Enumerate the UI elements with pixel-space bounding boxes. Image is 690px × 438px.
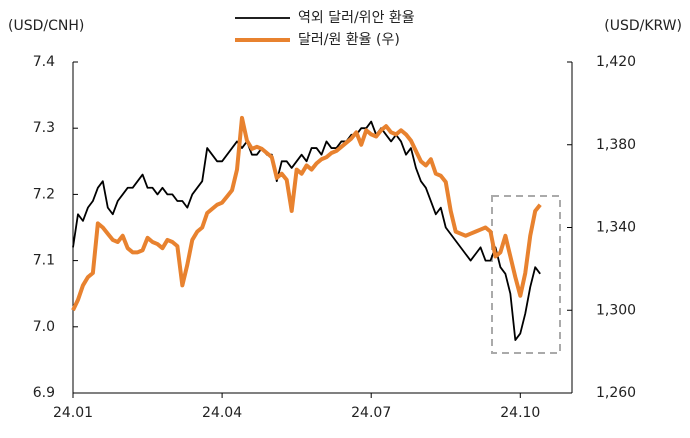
y2-tick-label: 1,380 [596,137,636,153]
highlight-box [491,195,561,354]
y-tick-label: 7.4 [33,54,55,70]
y2-tick-label: 1,260 [596,385,636,401]
x-tick-label: 24.01 [53,405,93,421]
x-tick-label: 24.07 [351,405,391,421]
y2-tick-label: 1,420 [596,54,636,70]
series-line [71,115,542,312]
series-line [72,120,541,341]
legend-label: 역외 달러/위안 환율 [298,10,415,26]
x-tick-label: 24.10 [500,405,540,421]
x-tick-label: 24.04 [202,405,242,421]
y2-tick-label: 1,300 [596,302,636,318]
y2-tick-label: 1,340 [596,220,636,236]
y-tick-label: 6.9 [33,385,55,401]
y-tick-label: 7.2 [33,186,55,202]
y2-axis-label: (USD/KRW) [604,18,682,34]
y-tick-label: 7.3 [33,120,55,136]
y-tick-label: 7.0 [33,319,55,335]
y-tick-label: 7.1 [33,253,55,269]
y-axis-label: (USD/CNH) [8,18,84,34]
legend-label: 달러/원 환율 (우) [298,32,400,48]
